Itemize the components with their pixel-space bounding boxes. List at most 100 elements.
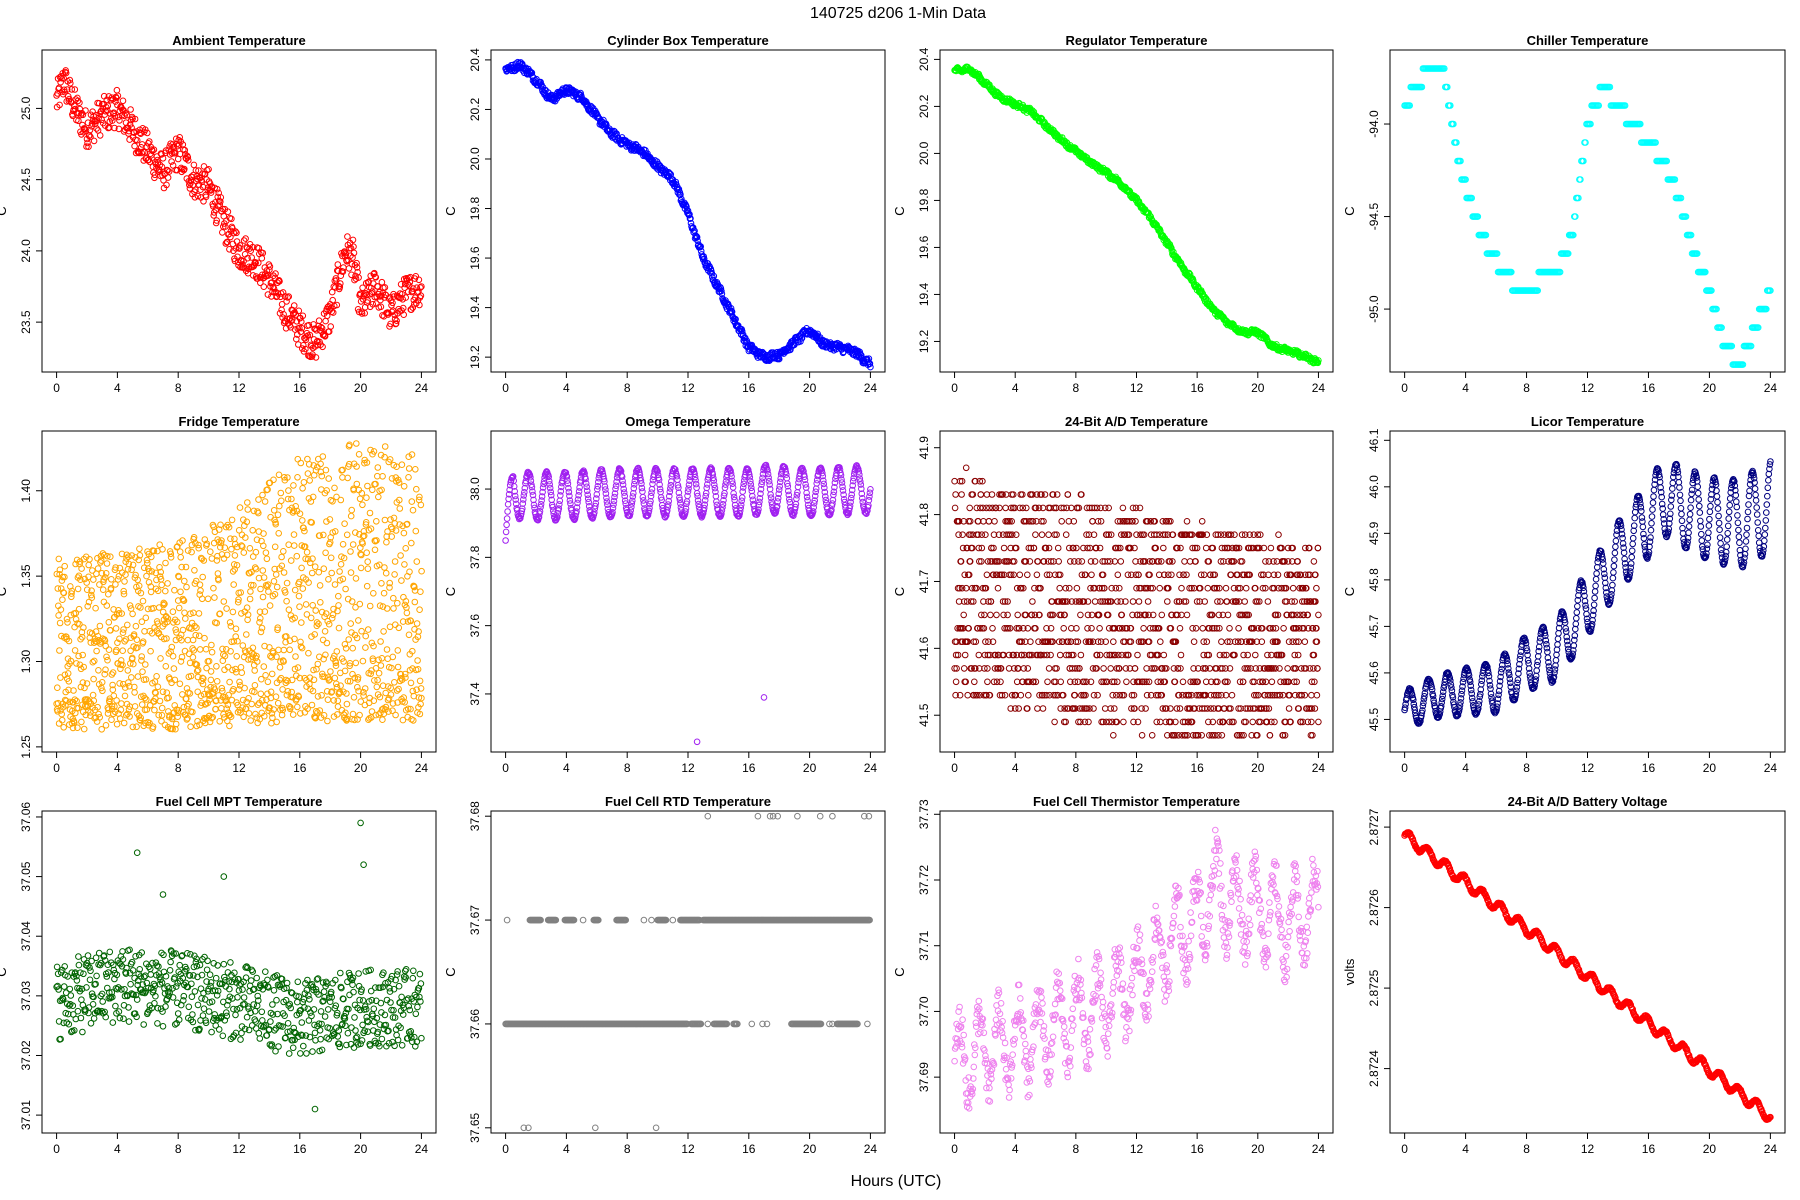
data-point: [168, 158, 175, 165]
data-point: [239, 642, 247, 649]
data-point: [110, 109, 118, 116]
data-point: [294, 455, 302, 463]
data-point: [298, 324, 306, 332]
data-point: [398, 577, 405, 584]
data-point: [171, 149, 179, 157]
data-point: [199, 573, 206, 581]
data-point: [207, 548, 214, 556]
x-tick-label: 0: [502, 761, 509, 775]
data-point: [960, 611, 968, 619]
data-point: [164, 167, 171, 174]
data-point: [299, 485, 306, 492]
data-point: [317, 323, 325, 331]
data-point: [114, 92, 122, 100]
data-point: [787, 346, 794, 354]
y-tick-label: 19.8: [917, 188, 931, 212]
data-point: [215, 197, 223, 205]
data-point: [158, 151, 165, 158]
data-point: [213, 678, 221, 685]
data-point: [181, 647, 189, 655]
data-point: [1029, 107, 1036, 114]
data-point: [372, 274, 380, 281]
data-point: [392, 621, 399, 629]
data-point: [319, 636, 327, 644]
data-points: [53, 440, 425, 733]
y-tick-label: 19.4: [917, 282, 931, 306]
data-point: [355, 451, 363, 458]
data-point: [184, 153, 192, 161]
data-point: [266, 263, 274, 270]
data-point: [857, 350, 864, 358]
data-point: [212, 219, 220, 227]
data-point: [185, 157, 192, 164]
y-tick-label: 20.0: [468, 147, 482, 171]
x-tick-label: 20: [803, 761, 817, 775]
data-point: [278, 553, 285, 561]
data-point: [259, 593, 267, 601]
data-point: [189, 653, 197, 661]
data-point: [316, 338, 323, 346]
data-point: [108, 94, 116, 101]
data-point: [171, 586, 178, 594]
data-point: [374, 464, 382, 471]
y-tick-label: 37.8: [468, 545, 482, 569]
data-point: [188, 173, 196, 181]
data-point: [417, 284, 424, 291]
data-point: [131, 689, 138, 696]
data-point: [251, 682, 259, 689]
data-point: [375, 669, 383, 677]
data-point: [273, 583, 281, 591]
data-point: [760, 694, 768, 701]
data-point: [966, 504, 974, 512]
data-point: [302, 345, 309, 353]
x-tick-label: 4: [1012, 761, 1019, 775]
data-point: [397, 281, 405, 288]
y-tick-label: 20.4: [468, 48, 482, 72]
data-point: [867, 486, 874, 493]
data-point: [312, 354, 320, 361]
data-point: [286, 646, 294, 654]
data-point: [363, 549, 371, 557]
figure-x-label: Hours (UTC): [851, 1173, 942, 1190]
data-point: [298, 644, 306, 652]
data-point: [693, 484, 700, 492]
data-point: [275, 646, 282, 654]
data-point: [962, 464, 970, 472]
data-point: [187, 723, 194, 731]
data-point: [327, 323, 335, 330]
data-point: [251, 667, 258, 674]
data-point: [139, 597, 147, 605]
data-point: [270, 476, 277, 484]
data-point: [133, 636, 141, 644]
data-point: [502, 528, 510, 536]
data-point: [226, 678, 233, 686]
data-point: [150, 146, 158, 153]
y-tick-label: -95.0: [1367, 295, 1381, 323]
data-point: [290, 482, 297, 489]
y-tick-label: -94.5: [1367, 203, 1381, 231]
x-tick-label: 24: [1312, 761, 1326, 775]
y-tick-label: 1.40: [19, 479, 33, 503]
data-point: [116, 117, 123, 124]
data-point: [405, 474, 412, 481]
data-point: [195, 632, 203, 640]
data-point: [226, 722, 233, 730]
data-point: [304, 470, 312, 477]
data-point: [276, 502, 283, 510]
y-tick-label: 20.0: [917, 141, 931, 165]
data-point: [334, 261, 342, 268]
data-point: [71, 647, 79, 654]
y-tick-label: 37.4: [468, 682, 482, 706]
data-point: [86, 126, 94, 134]
data-point: [277, 489, 285, 497]
data-point: [298, 318, 305, 326]
data-point: [280, 569, 288, 576]
data-point: [323, 312, 331, 320]
data-point: [224, 208, 232, 215]
data-point: [197, 587, 204, 594]
chart-ambient-temperature: Ambient TemperatureC0481216202423.524.02…: [0, 33, 437, 395]
data-point: [188, 548, 195, 556]
data-point: [96, 622, 104, 630]
data-point: [339, 268, 347, 276]
data-point: [246, 595, 254, 603]
